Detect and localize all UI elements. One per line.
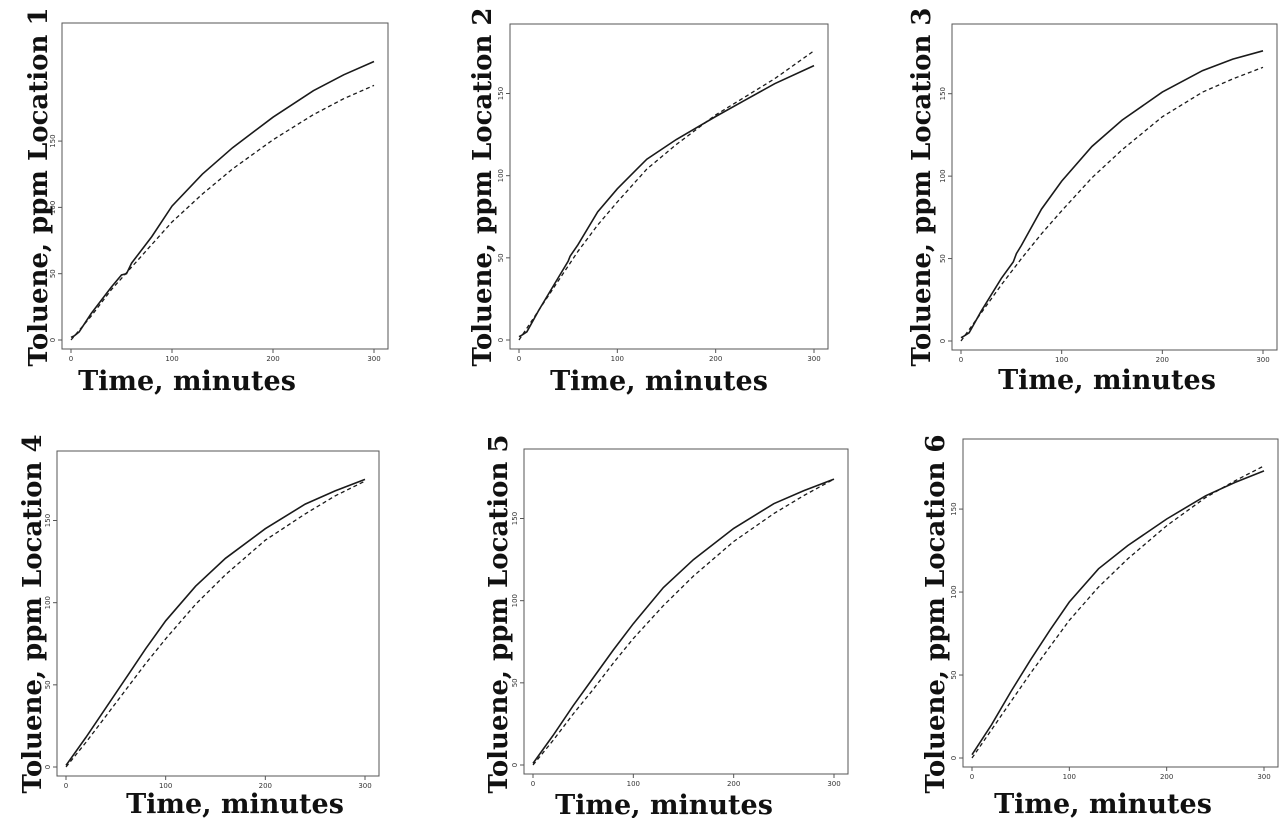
x-tick-label: 200 <box>259 782 272 790</box>
x-tick-label: 200 <box>727 780 740 788</box>
y-tick-label: 0 <box>44 765 52 769</box>
x-tick-label: 300 <box>367 355 380 363</box>
solid-series-line <box>971 470 1265 756</box>
dashed-series-line <box>518 50 815 341</box>
dashed-series-line <box>65 480 366 768</box>
x-axis-label: Time, minutes <box>555 790 773 818</box>
solid-series-line <box>960 50 1264 339</box>
x-axis-label: Time, minutes <box>126 789 344 818</box>
y-tick-label: 100 <box>511 594 519 607</box>
y-tick-label: 100 <box>44 596 52 609</box>
x-tick-label: 100 <box>627 780 640 788</box>
x-tick-label: 100 <box>1055 356 1068 364</box>
plot-frame <box>509 23 829 350</box>
x-tick-label: 0 <box>64 782 68 790</box>
dashed-series-line <box>960 66 1264 342</box>
plot-frame <box>523 448 849 775</box>
y-tick-label: 50 <box>950 671 958 680</box>
panel-4: 0 100 200 300 0 50 100 150 Time, minutes Toluene,… <box>18 434 380 818</box>
y-axis-label: Toluene, ppm Location 4 <box>18 434 48 793</box>
x-tick-label: 100 <box>611 355 624 363</box>
panel-5: 0 100 200 300 0 50 100 150 Time, minutes Toluene,… <box>484 434 849 818</box>
x-tick-label: 0 <box>970 773 974 781</box>
x-tick-label: 0 <box>69 355 73 363</box>
x-tick-label: 100 <box>1063 773 1076 781</box>
dashed-series-line <box>532 478 835 766</box>
y-tick-label: 50 <box>49 269 57 278</box>
x-tick-label: 200 <box>1160 773 1173 781</box>
x-tick-label: 300 <box>807 355 820 363</box>
y-tick-label: 50 <box>497 253 505 262</box>
solid-series-line <box>518 64 815 338</box>
x-axis-label: Time, minutes <box>998 365 1216 396</box>
y-tick-label: 50 <box>511 678 519 687</box>
y-axis-label: Toluene, ppm Location 1 <box>24 7 54 366</box>
x-tick-label: 200 <box>266 355 279 363</box>
x-axis-label: Time, minutes <box>78 366 296 397</box>
solid-series-line <box>65 478 366 766</box>
y-tick-label: 150 <box>497 87 505 100</box>
x-tick-label: 300 <box>1256 356 1269 364</box>
dashed-series-line <box>971 465 1265 759</box>
y-tick-label: 150 <box>49 134 57 147</box>
x-tick-label: 200 <box>1156 356 1169 364</box>
y-tick-label: 0 <box>49 338 57 342</box>
x-tick-label: 300 <box>827 780 840 788</box>
y-tick-label: 150 <box>44 514 52 527</box>
dashed-series-line <box>70 84 375 341</box>
y-tick-label: 150 <box>939 87 947 100</box>
y-tick-label: 50 <box>44 680 52 689</box>
plot-frame <box>61 22 389 350</box>
y-axis-label: Toluene, ppm Location 5 <box>484 434 514 793</box>
x-axis-label: Time, minutes <box>550 366 768 397</box>
x-tick-label: 0 <box>959 356 963 364</box>
y-tick-label: 0 <box>950 756 958 760</box>
x-axis-label: Time, minutes <box>994 789 1212 818</box>
y-tick-label: 150 <box>950 502 958 515</box>
plot-frame <box>56 450 380 777</box>
y-tick-label: 150 <box>511 512 519 525</box>
panel-3: 0 100 200 300 0 50 100 150 Time, minutes Toluene,… <box>907 7 1278 396</box>
panel-6: 0 100 200 300 0 50 100 150 Time, minutes Toluene,… <box>921 434 1279 818</box>
plot-frame <box>951 23 1278 351</box>
solid-series-line <box>532 478 835 764</box>
y-tick-label: 0 <box>939 339 947 343</box>
y-axis-label: Toluene, ppm Location 6 <box>921 434 951 793</box>
y-axis-label: Toluene, ppm Location 3 <box>907 7 937 366</box>
y-tick-label: 0 <box>511 763 519 767</box>
x-tick-label: 0 <box>517 355 521 363</box>
y-tick-label: 100 <box>49 201 57 214</box>
x-tick-label: 200 <box>709 355 722 363</box>
x-tick-label: 300 <box>358 782 371 790</box>
y-axis-label: Toluene, ppm Location 2 <box>468 7 498 366</box>
y-tick-label: 0 <box>497 338 505 342</box>
x-tick-label: 0 <box>531 780 535 788</box>
x-tick-label: 300 <box>1257 773 1270 781</box>
panel-1: 0 100 200 300 0 50 100 150 Time, minutes Toluene,… <box>24 7 389 397</box>
x-tick-label: 100 <box>165 355 178 363</box>
x-tick-label: 100 <box>159 782 172 790</box>
y-tick-label: 50 <box>939 254 947 263</box>
solid-series-line <box>70 60 375 339</box>
plot-frame <box>962 438 1279 768</box>
y-tick-label: 100 <box>950 585 958 598</box>
y-tick-label: 100 <box>939 169 947 182</box>
panel-2: 0 100 200 300 0 50 100 150 Time, minutes Toluene,… <box>468 7 829 397</box>
y-tick-label: 100 <box>497 169 505 182</box>
